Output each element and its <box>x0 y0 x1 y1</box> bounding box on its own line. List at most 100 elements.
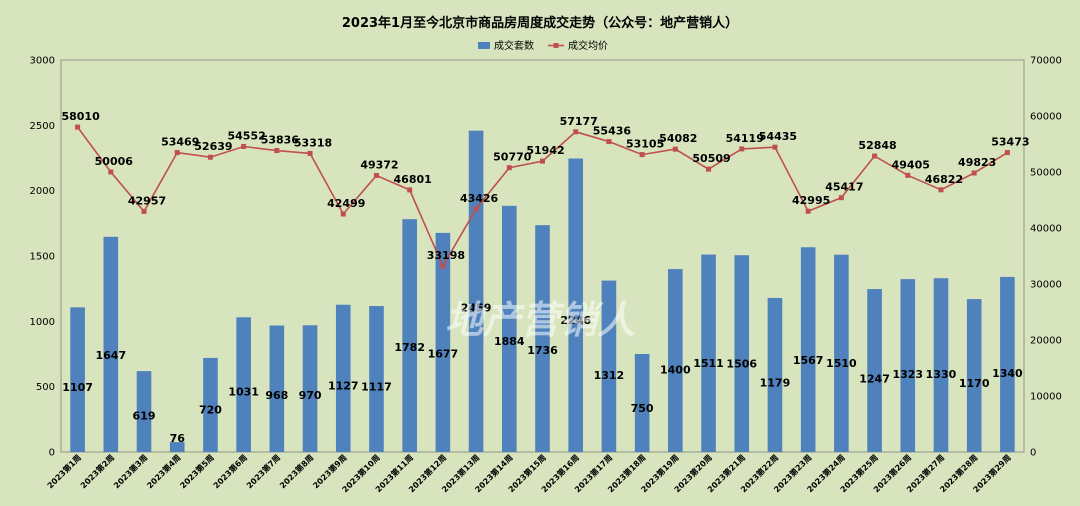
bar-data-label: 1117 <box>361 380 392 393</box>
line-point <box>540 158 545 164</box>
bar-data-label: 1127 <box>328 380 359 393</box>
line-point <box>672 146 678 152</box>
right-axis-tick: 40000 <box>1030 224 1062 235</box>
line-data-label: 51942 <box>526 144 564 157</box>
line-data-label: 54552 <box>227 130 265 143</box>
line-data-label: 52639 <box>194 140 232 153</box>
line-point <box>473 206 479 212</box>
line-point <box>241 144 247 150</box>
bar-data-label: 1170 <box>959 377 990 390</box>
bar <box>269 325 285 452</box>
bar <box>634 354 650 452</box>
line-point <box>805 208 811 214</box>
bar-data-label: 1510 <box>826 357 857 370</box>
right-axis-tick: 10000 <box>1030 392 1062 403</box>
bar-data-label: 970 <box>299 389 322 402</box>
line-point <box>938 187 944 193</box>
bar <box>867 289 882 452</box>
line-data-label: 50770 <box>493 151 532 164</box>
x-axis-tick: 2023第4周 <box>145 452 183 490</box>
line-point <box>141 208 147 214</box>
line-data-label: 50006 <box>95 155 134 168</box>
bar-data-label: 968 <box>265 389 288 402</box>
bar <box>468 130 484 452</box>
bar <box>535 225 550 452</box>
line-data-label: 52848 <box>858 139 896 152</box>
bar-data-label: 1506 <box>726 357 757 370</box>
line-point <box>606 139 612 145</box>
line-data-label: 50509 <box>692 152 730 165</box>
line-data-label: 45417 <box>825 181 863 194</box>
bar <box>834 254 849 452</box>
line-point <box>174 150 180 156</box>
bar-data-label: 2246 <box>560 314 591 327</box>
bar <box>966 299 982 452</box>
bar-data-label: 750 <box>631 402 654 415</box>
line-point <box>75 124 81 130</box>
line-point <box>340 211 346 217</box>
line-point <box>207 154 213 160</box>
bar-data-label: 1677 <box>428 347 459 360</box>
bar <box>70 307 85 452</box>
bar-data-label: 1782 <box>394 341 425 354</box>
line-data-label: 53469 <box>161 136 199 149</box>
x-axis-tick: 2023第8周 <box>277 452 315 490</box>
x-axis-tick: 2023第5周 <box>178 452 216 490</box>
line-data-label: 53836 <box>261 134 300 147</box>
bar-data-label: 1330 <box>926 368 957 381</box>
bar-data-label: 1179 <box>760 377 791 390</box>
right-axis-tick: 70000 <box>1030 56 1062 67</box>
line-point <box>639 152 645 158</box>
legend-line-label: 成交均价 <box>568 39 608 52</box>
line-data-label: 58010 <box>61 110 100 123</box>
bar-data-label: 1340 <box>992 367 1023 380</box>
bar <box>601 280 617 452</box>
line-point <box>440 263 446 269</box>
line-point <box>905 172 911 178</box>
bar <box>734 255 750 452</box>
line-data-label: 49372 <box>360 159 398 172</box>
line-point <box>407 187 413 193</box>
legend-line-marker <box>553 43 559 48</box>
bar-data-label: 1884 <box>494 335 525 348</box>
right-axis-tick: 60000 <box>1030 112 1062 123</box>
bar-data-label: 720 <box>199 404 222 417</box>
bar-data-label: 1647 <box>95 349 126 362</box>
right-axis-tick: 30000 <box>1030 280 1062 291</box>
line-data-label: 53105 <box>626 138 664 151</box>
bar-data-label: 1031 <box>228 385 259 398</box>
line-data-label: 53473 <box>991 136 1029 149</box>
bar-data-label: 1736 <box>527 344 558 357</box>
bar <box>236 317 251 452</box>
bar-data-label: 76 <box>170 432 186 445</box>
line-data-label: 43426 <box>460 192 499 205</box>
left-axis-tick: 2000 <box>30 186 55 197</box>
line-point <box>706 166 712 172</box>
line-data-label: 49405 <box>892 158 930 171</box>
line-data-label: 53318 <box>294 136 332 149</box>
right-axis-tick: 20000 <box>1030 336 1062 347</box>
left-axis-tick: 2500 <box>30 121 55 132</box>
legend-bar-swatch <box>478 42 490 49</box>
left-axis-tick: 1500 <box>30 252 55 263</box>
line-data-label: 49823 <box>958 156 996 169</box>
line-point <box>373 173 379 179</box>
bar <box>203 357 218 452</box>
line-point <box>872 153 878 159</box>
line-point <box>573 129 579 135</box>
bar <box>933 278 949 452</box>
line-data-label: 42995 <box>792 194 830 207</box>
right-axis-tick: 0 <box>1030 448 1036 459</box>
bar <box>800 247 816 452</box>
bar-data-label: 1312 <box>594 369 625 382</box>
line-data-label: 46822 <box>925 173 963 186</box>
bar <box>103 236 119 452</box>
bar <box>701 254 716 452</box>
line-data-label: 54435 <box>759 130 797 143</box>
x-axis-tick: 2023第2周 <box>78 452 116 490</box>
line-data-label: 55436 <box>593 125 632 138</box>
bar-data-label: 1511 <box>693 357 724 370</box>
bar <box>402 219 417 452</box>
bar <box>900 279 916 452</box>
